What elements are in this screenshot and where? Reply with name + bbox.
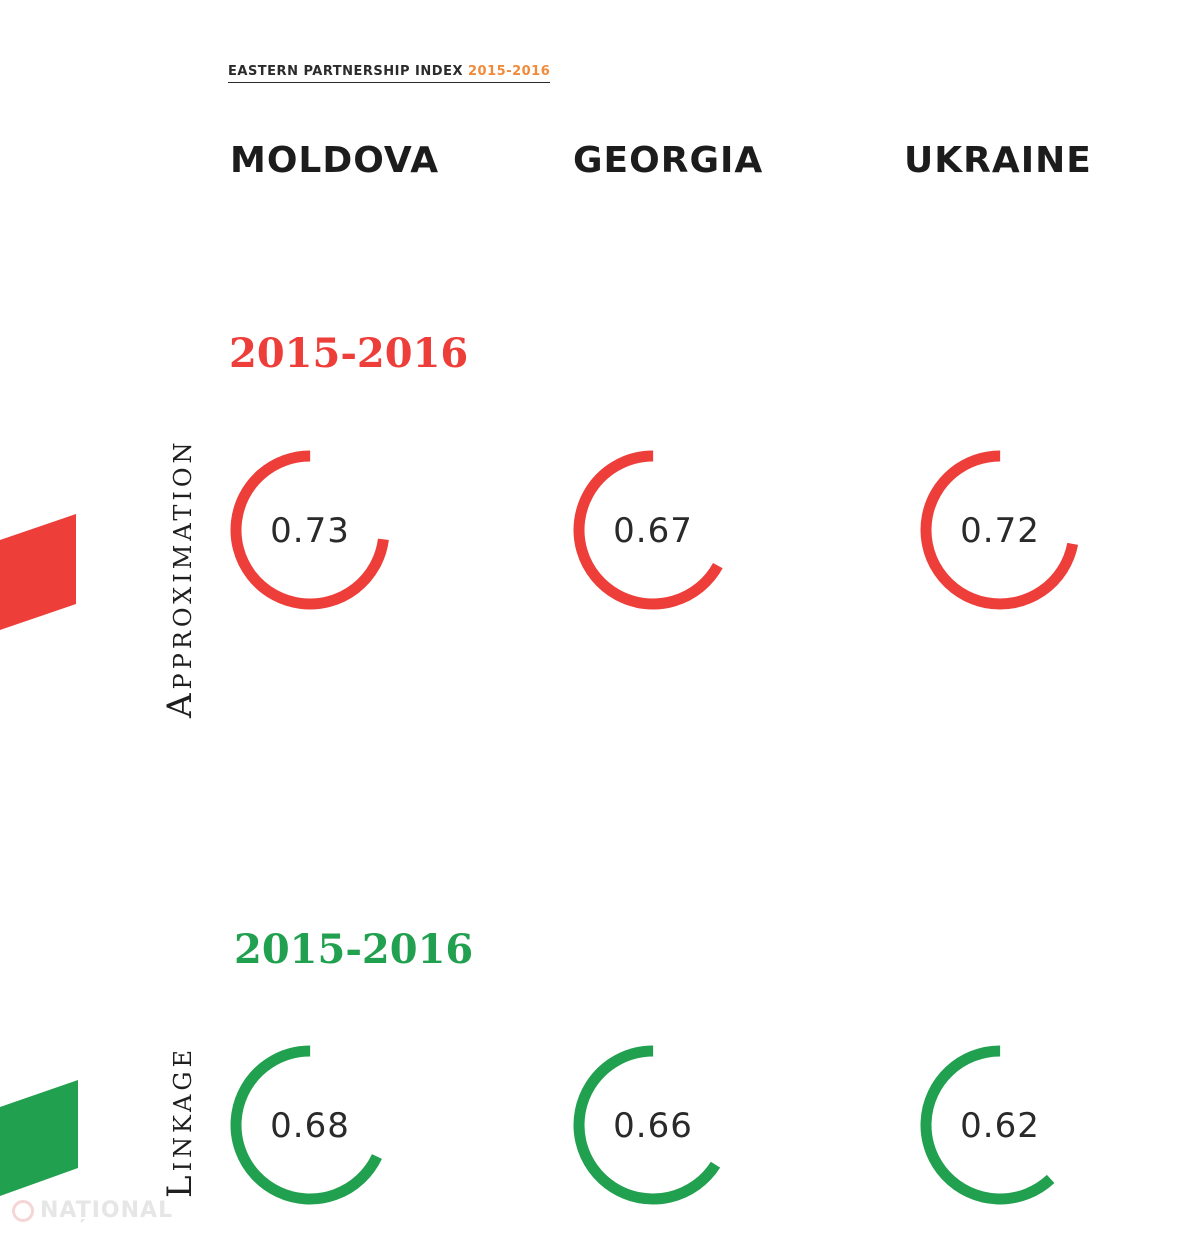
approximation-ribbon [0,514,76,630]
report-years: 2015-2016 [468,64,551,79]
watermark-text: NAȚIONAL [40,1198,174,1223]
gauge-value-linkage-ukraine: 0.62 [960,1106,1040,1146]
linkage-year: 2015-2016 [234,926,474,973]
gauge-arc-approximation-ukraine [920,450,1080,610]
gauge-value-approximation-moldova: 0.73 [270,511,350,551]
watermark-logo: NAȚIONAL [12,1198,173,1223]
country-label-moldova: MOLDOVA [230,140,440,181]
country-label-georgia: GEORGIA [573,140,764,181]
gauge-value-linkage-georgia: 0.66 [613,1106,693,1146]
gauge-arc-approximation-georgia [573,450,733,610]
report-title: EASTERN PARTNERSHIP INDEX [228,64,463,79]
gauge-value-linkage-moldova: 0.68 [270,1106,350,1146]
gauge-value-approximation-georgia: 0.67 [613,511,693,551]
report-header: EASTERN PARTNERSHIP INDEX 2015-2016 [228,64,551,83]
gauge-arc-linkage-ukraine [920,1045,1080,1205]
watermark-icon [12,1199,34,1222]
linkage-ribbon [0,1080,78,1196]
gauge-value-approximation-ukraine: 0.72 [960,511,1040,551]
gauge-arc-linkage-georgia [573,1045,733,1205]
gauge-arc-approximation-moldova [230,450,390,610]
country-label-ukraine: UKRAINE [904,140,1092,181]
gauge-arc-linkage-moldova [230,1045,390,1205]
approximation-year: 2015-2016 [229,330,469,377]
